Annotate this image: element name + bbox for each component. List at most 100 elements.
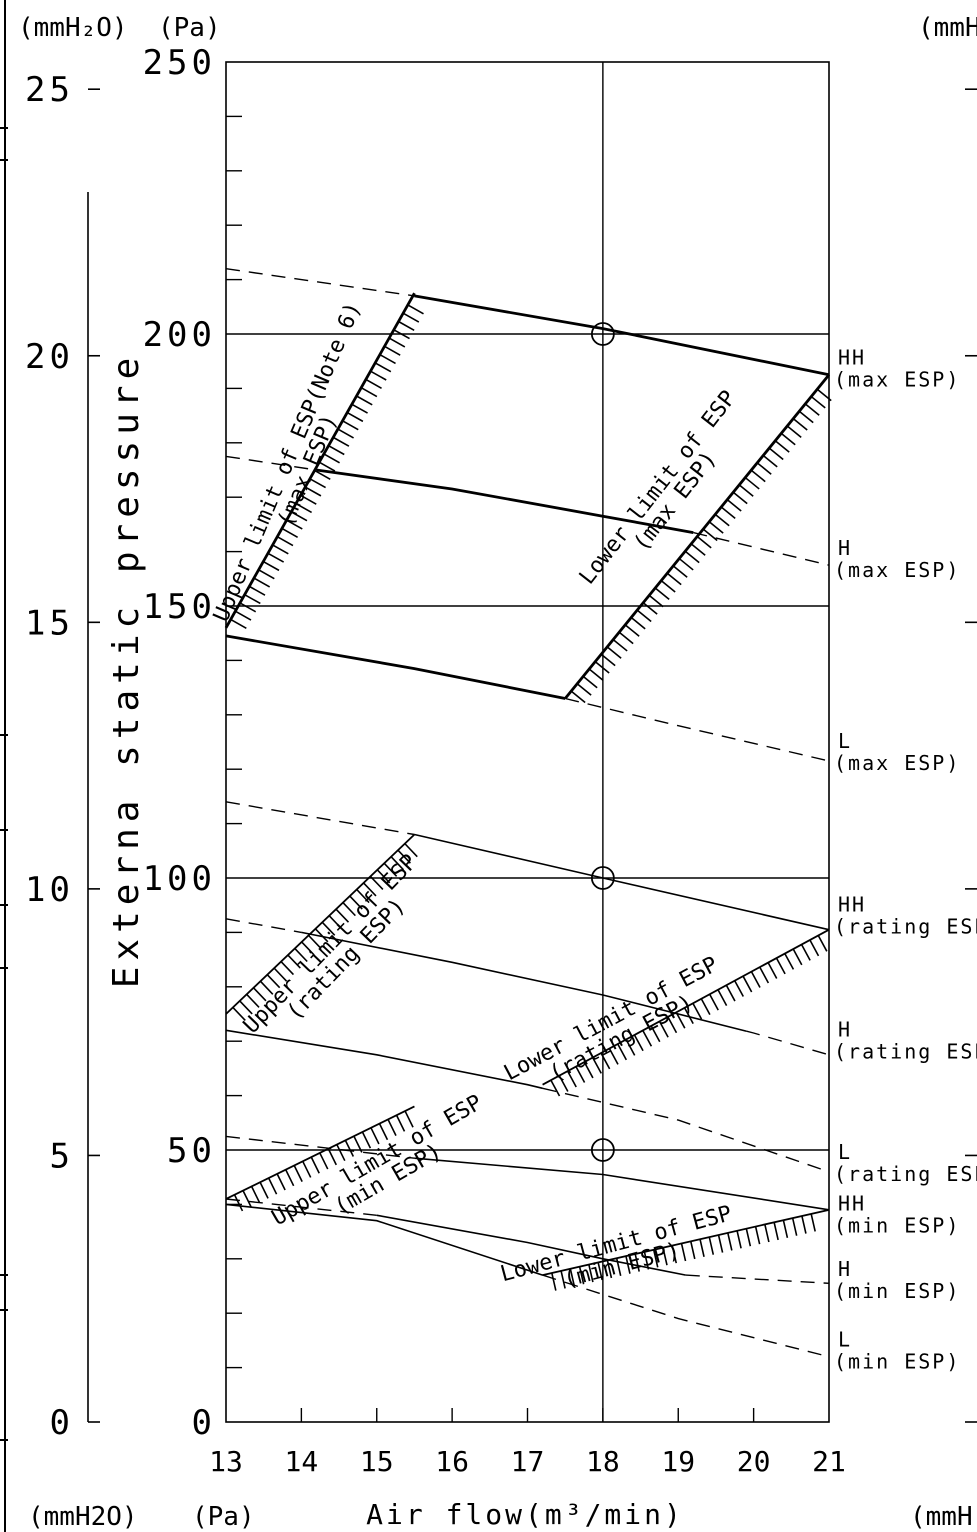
hatch-mark [290, 511, 308, 522]
right-label-line-2: (rating ESP) [834, 1162, 977, 1186]
limit-line-lower [542, 1208, 830, 1291]
annotation-line-1: Lower limit of ESP [500, 952, 722, 1086]
series-dashed-segment [542, 1087, 830, 1173]
series-hh-rating-esp- [225, 801, 830, 931]
y-tick-label-mm: 20 [25, 337, 74, 377]
hatch-mark [744, 476, 760, 490]
hatch-mark [550, 1079, 561, 1097]
y-tick-label-mm: 0 [50, 1403, 74, 1443]
x-tick-label: 15 [360, 1445, 394, 1478]
hatch-mark [321, 921, 336, 936]
hatch-mark [252, 987, 267, 1002]
hatch-mark [708, 521, 724, 534]
right-label-line-2: (rating ESP) [834, 1039, 977, 1063]
series-solid-segment [376, 1214, 686, 1276]
hatch-mark [734, 980, 745, 997]
hatch-mark [273, 967, 288, 982]
rated-point-marker [590, 322, 615, 346]
hatch-mark [690, 543, 706, 556]
series-dashed-segment [225, 455, 317, 471]
hatch-mark [558, 1075, 569, 1092]
hatch-mark [652, 1249, 659, 1268]
x-tick-label: 20 [737, 1445, 771, 1478]
hatch-mark [725, 984, 736, 1002]
hatch-mark [388, 337, 406, 348]
hatch-mark [301, 941, 315, 956]
right-series-label: L(rating ESP) [834, 1140, 977, 1186]
hatch-mark [672, 565, 688, 578]
axes-layer: 13 14 15 16 17 18 19 20 21 0 50 100 150 200 250 0 5 10 15 2… [25, 43, 977, 1478]
hatch-mark [717, 1234, 724, 1253]
limit-line-stroke [225, 833, 416, 1015]
hatch-mark [756, 462, 772, 475]
y-tick-label-pa: 100 [143, 859, 216, 899]
hatch-mark [642, 1030, 653, 1047]
hatch-mark [379, 353, 396, 365]
hatch-mark [560, 1270, 566, 1289]
series-dashed-segment [693, 531, 830, 566]
hatch-mark [258, 569, 275, 580]
limit-line-upper [225, 1105, 415, 1212]
hatch-mark [675, 1011, 686, 1029]
grid-layer [226, 62, 829, 1422]
hatch-mark [230, 618, 247, 630]
hatch-mark [327, 1148, 337, 1166]
hatch-mark [600, 1052, 611, 1070]
hatch-mark [287, 954, 301, 969]
x-tick-label: 16 [435, 1445, 469, 1478]
hatch-mark [612, 638, 628, 652]
hatch-mark [370, 370, 387, 381]
hatch-mark [762, 454, 778, 468]
hatch-mark [332, 436, 350, 447]
top-pa-unit-label: (Pa) [158, 13, 221, 43]
hatch-mark [280, 961, 295, 976]
hatch-mark [293, 1165, 303, 1182]
hatch-mark [262, 560, 280, 572]
hatch-mark [309, 478, 326, 489]
hatch-mark [272, 544, 289, 555]
bottom-mm-unit-label: (mmH2O) [28, 1502, 138, 1532]
hatch-mark [810, 1213, 816, 1232]
hatch-mark [284, 1169, 295, 1187]
series-hh-min-esp- [225, 1135, 830, 1211]
hatch-mark [361, 1131, 372, 1149]
x-tick-label: 19 [661, 1445, 695, 1478]
series-layer [225, 268, 830, 1358]
hatch-mark [782, 1220, 789, 1238]
hatch-mark [402, 312, 420, 323]
right-label-line-2: (max ESP) [834, 558, 960, 582]
series-solid-segment [225, 1029, 543, 1090]
hatch-mark [404, 843, 418, 858]
hatch-mark [302, 1160, 312, 1178]
hatch-mark [618, 631, 634, 645]
series-dashed-segment [225, 918, 302, 934]
right-label-line-2: (max ESP) [834, 368, 960, 392]
hatch-mark [328, 915, 343, 930]
series-solid-segment [414, 833, 830, 931]
y-tick-label-pa: 200 [143, 315, 216, 355]
hatch-mark [597, 1262, 603, 1281]
hatch-mark [608, 1048, 619, 1065]
hatch-mark [583, 1061, 594, 1079]
limit-annotation: Lower limit of ESP(rating ESP) [500, 952, 722, 1087]
bottom-pa-unit-label: (Pa) [192, 1502, 255, 1532]
right-series-label: HH(min ESP) [834, 1192, 958, 1238]
hatch-mark [323, 453, 340, 464]
hatch-mark [786, 425, 802, 439]
hatch-mark [636, 609, 652, 623]
left-edge-decoration [0, 0, 8, 1532]
series-solid-segment [225, 1203, 543, 1276]
hatch-mark [643, 1251, 650, 1270]
hatch-mark [775, 957, 786, 975]
hatch-mark [671, 1245, 678, 1264]
hatch-mark [606, 1260, 613, 1279]
series-dashed-segment [745, 1030, 830, 1056]
hatch-mark [356, 888, 370, 904]
hatch-mark [791, 1217, 798, 1236]
hatch-mark [658, 1021, 669, 1038]
limit-line-upper [224, 292, 424, 630]
hatch-mark [267, 1177, 278, 1195]
hatch-mark [276, 536, 294, 547]
hatch-mark [360, 387, 378, 398]
hatch-mark [407, 304, 424, 315]
